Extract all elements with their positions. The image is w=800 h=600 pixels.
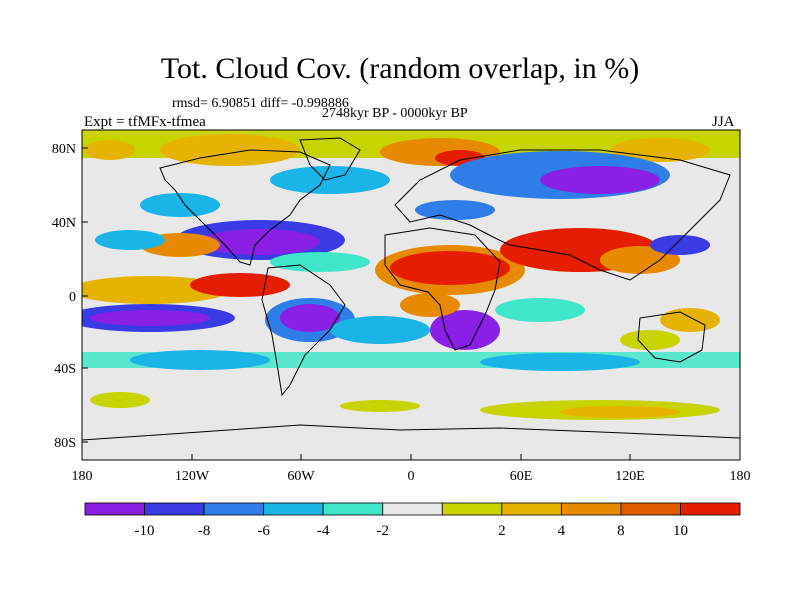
colorbar-label: -6 bbox=[257, 523, 270, 539]
colorbar-swatch bbox=[501, 502, 562, 516]
anomaly-field bbox=[82, 130, 740, 460]
field-patch bbox=[540, 166, 660, 194]
field-patch bbox=[95, 230, 165, 250]
colorbar-label: -10 bbox=[135, 523, 155, 539]
colorbar-swatch bbox=[382, 502, 443, 516]
field-patch bbox=[130, 350, 270, 370]
experiment-label: Expt = tfMFx-tfmea bbox=[84, 114, 206, 130]
lat-tick-label: 80S bbox=[54, 436, 76, 451]
colorbar-label: 4 bbox=[558, 523, 566, 539]
lat-tick-label: 0 bbox=[69, 290, 76, 305]
colorbar-swatch bbox=[322, 502, 384, 516]
field-patch bbox=[660, 308, 720, 332]
field-patch bbox=[85, 140, 135, 160]
field-patch bbox=[600, 246, 680, 274]
lat-tick-label: 40N bbox=[52, 216, 76, 231]
colorbar-swatch bbox=[203, 502, 265, 516]
colorbar-label: -8 bbox=[198, 523, 211, 539]
colorbar bbox=[84, 502, 741, 516]
lat-axis: 80N 40N 0 40S 80S bbox=[52, 142, 88, 451]
lon-tick-label: 180 bbox=[730, 469, 751, 484]
lon-tick-label: 60E bbox=[510, 469, 533, 484]
plot-title: Tot. Cloud Cov. (random overlap, in %) bbox=[160, 52, 640, 85]
field-patch bbox=[650, 235, 710, 255]
colorbar-swatch bbox=[560, 502, 622, 516]
field-patch bbox=[160, 134, 300, 166]
field-patch bbox=[340, 400, 420, 412]
colorbar-swatch bbox=[84, 502, 145, 516]
field-patch bbox=[140, 193, 220, 217]
lon-tick-label: 120E bbox=[615, 469, 645, 484]
lat-tick-label: 40S bbox=[54, 362, 76, 377]
lon-tick-label: 120W bbox=[175, 469, 210, 484]
season-label: JJA bbox=[712, 114, 735, 130]
field-patch bbox=[200, 229, 320, 255]
field-patch bbox=[90, 310, 210, 326]
lon-tick-label: 180 bbox=[72, 469, 93, 484]
field-patch bbox=[270, 252, 370, 272]
colorbar-label: -4 bbox=[317, 523, 330, 539]
colorbar-swatch bbox=[680, 502, 741, 516]
field-patch bbox=[560, 406, 680, 418]
colorbar-swatch bbox=[620, 502, 681, 516]
colorbar-label: 8 bbox=[617, 523, 625, 539]
field-patch bbox=[390, 251, 510, 285]
field-patch bbox=[190, 273, 290, 297]
rmsd-diff-stats: rmsd= 6.90851 diff= -0.998886 bbox=[172, 96, 349, 111]
field-patch bbox=[330, 316, 430, 344]
coastline-north-america bbox=[159, 149, 331, 266]
colorbar-labels: -10 -8 -6 -4 -2 2 4 8 10 bbox=[135, 523, 688, 539]
lat-tick-label: 80N bbox=[52, 142, 76, 157]
coastline-australia bbox=[637, 311, 706, 363]
field-patch bbox=[90, 392, 150, 408]
colorbar-label: 2 bbox=[498, 523, 506, 539]
coastline-eurasia bbox=[394, 149, 731, 281]
field-patch bbox=[480, 353, 640, 371]
colorbar-label: -2 bbox=[376, 523, 389, 539]
lon-tick-label: 0 bbox=[408, 469, 415, 484]
coastline-south-america bbox=[261, 264, 346, 397]
time-period: 2748kyr BP - 0000kyr BP bbox=[322, 106, 468, 121]
field-patch bbox=[610, 138, 710, 162]
coastline-africa bbox=[384, 227, 501, 351]
colorbar-label: 10 bbox=[673, 523, 688, 539]
field-patch bbox=[400, 293, 460, 317]
field-patch bbox=[620, 330, 680, 350]
colorbar-swatch bbox=[441, 502, 503, 516]
coastlines bbox=[82, 137, 740, 441]
field-patch bbox=[270, 166, 390, 194]
coastline-greenland bbox=[299, 137, 361, 181]
field-patch bbox=[280, 304, 340, 332]
colorbar-swatch bbox=[263, 502, 324, 516]
coastline-antarctica bbox=[82, 424, 740, 441]
lon-tick-label: 60W bbox=[287, 469, 315, 484]
colorbar-swatch bbox=[144, 502, 205, 516]
field-patch bbox=[415, 200, 495, 220]
field-patch bbox=[495, 298, 585, 322]
lon-axis: 180 120W 60W 0 60E 120E 180 bbox=[72, 454, 751, 484]
